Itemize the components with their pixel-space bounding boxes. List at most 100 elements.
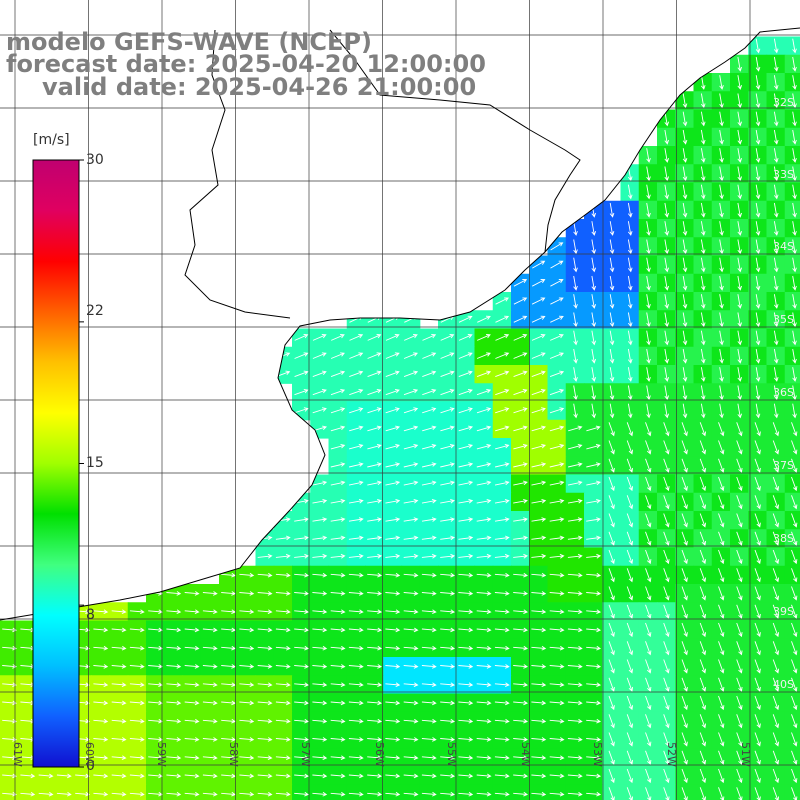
wind-arrow: [275, 535, 291, 541]
wind-arrow: [663, 787, 670, 800]
wind-speed-cell: [784, 711, 800, 731]
wind-arrow: [458, 425, 474, 432]
wind-arrow: [736, 422, 743, 437]
wind-arrow: [573, 367, 578, 382]
wind-arrow: [737, 221, 743, 236]
wind-arrow: [791, 586, 798, 601]
wind-arrow: [754, 622, 761, 638]
wind-arrow: [586, 609, 602, 615]
wind-speed-cell: [36, 784, 56, 800]
wind-arrow: [275, 718, 291, 724]
wind-arrow: [385, 773, 401, 779]
wind-arrow: [184, 737, 200, 742]
wind-arrow: [550, 334, 564, 341]
wind-arrow: [348, 700, 364, 706]
wind-arrow: [700, 275, 706, 291]
wind-arrow: [646, 202, 651, 218]
wind-arrow: [549, 553, 565, 559]
wind-arrow: [573, 312, 578, 328]
wind-arrow: [422, 334, 437, 341]
wind-arrow: [348, 443, 364, 450]
wind-arrow: [531, 352, 546, 359]
wind-speed-cell: [748, 784, 768, 800]
wind-arrow: [567, 517, 583, 522]
wind-arrow: [440, 645, 456, 651]
wind-arrow: [773, 403, 779, 419]
longitude-label: 53W: [591, 742, 604, 767]
wind-arrow: [736, 622, 743, 638]
wind-speed-cell: [730, 784, 749, 800]
wind-arrow: [549, 462, 565, 468]
wind-arrow: [184, 700, 200, 706]
wind-arrow: [699, 732, 707, 747]
wind-arrow: [440, 535, 456, 541]
wind-speed-cell: [91, 784, 111, 800]
wind-arrow: [646, 403, 651, 419]
wind-arrow: [111, 755, 127, 761]
wind-arrow: [719, 129, 724, 145]
wind-arrow: [513, 334, 528, 341]
wind-speed-cell: [456, 784, 476, 800]
wind-speed-cell: [346, 784, 366, 800]
wind-arrow: [367, 334, 382, 341]
wind-arrow: [736, 458, 743, 473]
wind-arrow: [549, 682, 565, 688]
wind-arrow: [736, 750, 743, 765]
wind-arrow: [477, 334, 491, 341]
wind-arrow: [608, 458, 615, 473]
wind-arrow: [312, 645, 328, 651]
wind-arrow: [737, 202, 743, 218]
wind-speed-cell: [54, 784, 74, 800]
wind-arrow: [257, 591, 273, 596]
wind-arrow: [476, 591, 492, 596]
wind-arrow: [699, 622, 707, 638]
wind-arrow: [367, 572, 383, 578]
wind-arrow: [495, 370, 510, 378]
wind-arrow: [330, 535, 346, 541]
wind-arrow: [312, 591, 328, 596]
longitude-label: 57W: [299, 742, 312, 767]
wind-arrow: [184, 791, 200, 797]
wind-arrow: [645, 440, 652, 455]
wind-arrow: [202, 755, 218, 761]
wind-arrow: [586, 700, 602, 706]
wind-arrow: [476, 407, 492, 414]
wind-arrow: [257, 627, 273, 633]
wind-speed-cell: [784, 693, 800, 713]
wind-arrow: [93, 645, 109, 651]
wind-arrow: [772, 495, 780, 510]
wind-arrow: [294, 553, 310, 559]
longitude-label: 61W: [11, 742, 24, 767]
wind-arrow: [531, 315, 546, 323]
wind-arrow: [421, 517, 437, 522]
wind-arrow: [494, 755, 510, 761]
wind-arrow: [257, 700, 273, 706]
wind-arrow: [330, 682, 346, 688]
wind-arrow: [440, 553, 456, 559]
wind-arrow: [458, 755, 474, 761]
wind-arrow: [646, 184, 651, 200]
wind-arrow: [129, 791, 145, 797]
wind-arrow: [609, 202, 615, 218]
wind-arrow: [385, 462, 401, 468]
wind-arrow: [221, 609, 237, 615]
wind-arrow: [495, 334, 510, 341]
wind-arrow: [494, 591, 510, 596]
wind-arrow: [573, 257, 578, 273]
wind-arrow: [403, 773, 419, 779]
wind-arrow: [494, 480, 510, 486]
wind-arrow: [699, 440, 707, 455]
wind-arrow: [773, 56, 779, 72]
wind-arrow: [791, 604, 798, 619]
wind-arrow: [646, 257, 651, 273]
wind-arrow: [608, 768, 615, 784]
wind-arrow: [719, 348, 724, 364]
wind-arrow: [549, 664, 565, 669]
wind-arrow: [494, 700, 510, 706]
wind-arrow: [312, 535, 328, 541]
wind-arrow: [608, 659, 615, 674]
wind-arrow: [699, 768, 707, 784]
wind-speed-cell: [365, 784, 384, 800]
wind-arrow: [239, 645, 255, 651]
wind-arrow: [403, 737, 419, 742]
